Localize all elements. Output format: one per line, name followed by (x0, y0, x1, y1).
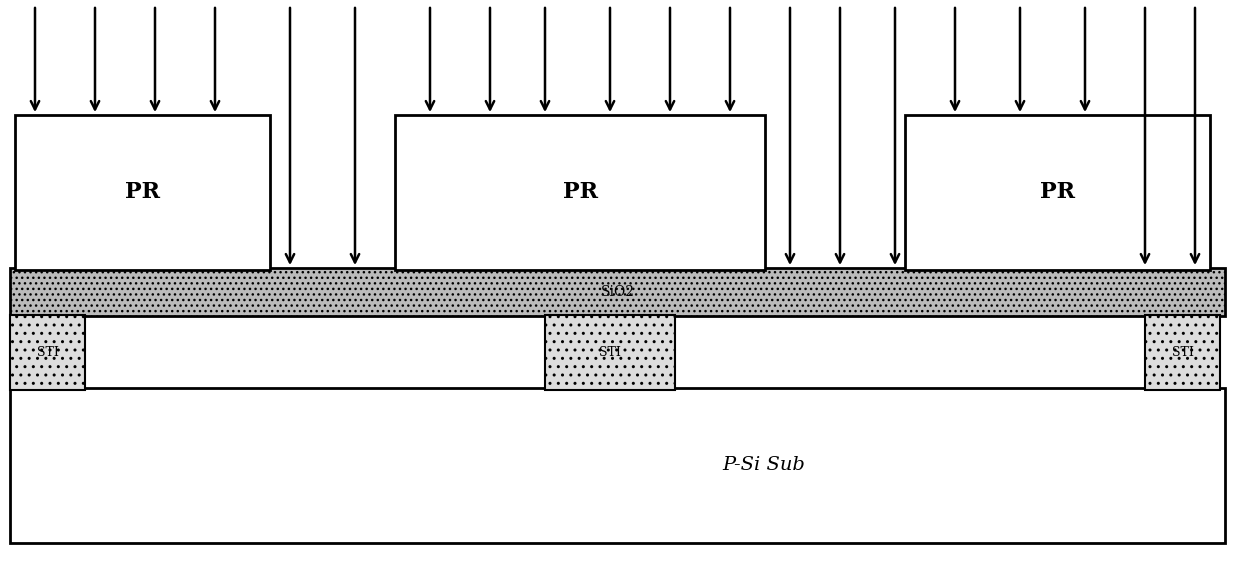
Bar (15, 115, 270, 270)
Text: SiO2: SiO2 (600, 285, 635, 299)
Text: PR: PR (563, 181, 598, 203)
Bar (396, 115, 765, 270)
Text: STI: STI (599, 346, 621, 359)
Bar (905, 115, 1210, 270)
Text: STI: STI (36, 346, 58, 359)
Bar (10, 268, 1225, 316)
Bar (10, 388, 1225, 543)
Bar (10, 315, 86, 390)
Text: P-Si Sub: P-Si Sub (722, 457, 805, 475)
Bar (1145, 315, 1220, 390)
Text: STI: STI (1172, 346, 1193, 359)
Text: PR: PR (125, 181, 160, 203)
Bar (546, 315, 675, 390)
Text: PR: PR (1040, 181, 1075, 203)
